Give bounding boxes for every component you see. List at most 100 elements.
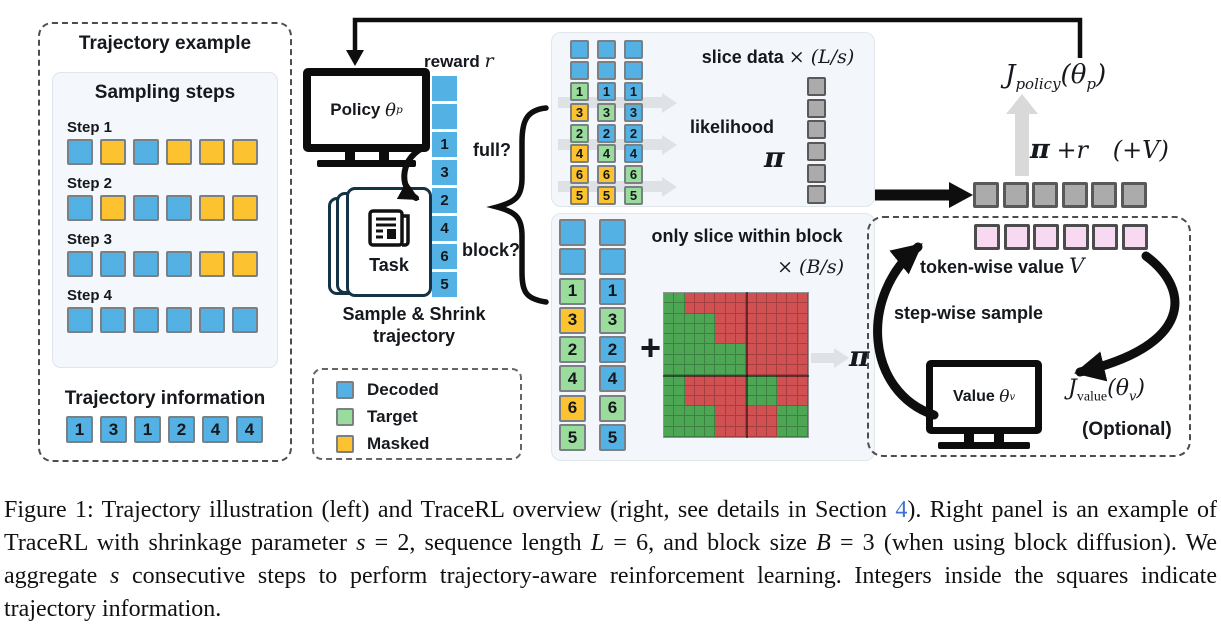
policy-objective-open: (θ xyxy=(1060,60,1087,90)
slice-cell: 5 xyxy=(597,186,616,206)
block-cell: 6 xyxy=(599,394,626,422)
mask-blocked-cell xyxy=(766,303,778,314)
block-cell: 4 xyxy=(559,365,586,393)
mask-attend-cell xyxy=(705,426,716,437)
mask-blocked-cell xyxy=(715,323,726,335)
legend-label: Masked xyxy=(367,434,430,453)
mask-attend-cell xyxy=(674,334,685,345)
mask-blocked-cell xyxy=(766,293,778,304)
mask-attend-cell xyxy=(694,406,706,417)
mask-blocked-cell xyxy=(746,344,757,355)
mask-attend-cell xyxy=(766,375,778,386)
mask-attend-cell xyxy=(684,354,695,365)
mask-attend-cell xyxy=(674,364,685,376)
mask-blocked-cell xyxy=(694,385,706,396)
mask-attend-cell xyxy=(664,416,675,427)
step-label: Step 2 xyxy=(67,175,113,192)
mask-blocked-cell xyxy=(746,426,757,437)
mask-attend-cell xyxy=(777,406,788,417)
mask-attend-cell xyxy=(766,385,778,396)
legend-label: Target xyxy=(367,407,418,426)
mask-attend-cell xyxy=(664,364,675,376)
block-cell: 1 xyxy=(559,277,586,305)
policy-objective-sub: policy xyxy=(1015,75,1061,94)
mask-attend-cell xyxy=(725,354,736,365)
mask-attend-cell xyxy=(664,395,675,407)
mask-attend-cell xyxy=(674,416,685,427)
trajectory-example-box: Trajectory example Sampling steps Step 1… xyxy=(38,22,292,462)
mask-block-line-h xyxy=(663,375,809,377)
mask-attend-cell xyxy=(694,416,706,427)
masked-cell xyxy=(100,139,126,165)
mask-blocked-cell xyxy=(694,375,706,386)
mask-blocked-cell xyxy=(694,395,706,407)
slice-cell: 1 xyxy=(624,81,643,101)
slice-cell: 3 xyxy=(624,102,643,122)
legend-item: Decoded xyxy=(336,380,520,400)
reward-cell xyxy=(432,104,457,129)
mask-attend-cell xyxy=(684,416,695,427)
mask-blocked-cell xyxy=(715,416,726,427)
caption-segment: = 6, and block size xyxy=(604,530,817,556)
mask-attend-cell xyxy=(684,313,695,324)
section-link[interactable]: 4 xyxy=(895,497,908,523)
block-cell: 1 xyxy=(599,277,626,305)
mask-blocked-cell xyxy=(777,323,788,335)
value-cell xyxy=(1003,224,1030,250)
likelihood-pi: π xyxy=(764,141,785,174)
reward-cell: 1 xyxy=(432,132,457,157)
mask-blocked-cell xyxy=(746,313,757,324)
mask-attend-cell xyxy=(664,344,675,355)
mask-blocked-cell xyxy=(756,354,767,365)
sampling-steps-list: Step 1 Step 2 Step 3 Step 4 xyxy=(67,119,258,343)
mask-blocked-cell xyxy=(735,334,747,345)
block-cell: 5 xyxy=(559,424,586,452)
mask-attend-cell xyxy=(694,364,706,376)
slice-cell xyxy=(624,40,643,59)
mask-attend-cell xyxy=(746,395,757,407)
mask-blocked-cell xyxy=(735,426,747,437)
mask-attend-cell xyxy=(664,406,675,417)
mask-blocked-cell xyxy=(787,395,798,407)
slice-cell xyxy=(597,40,616,59)
decoded-cell xyxy=(67,251,93,277)
decoded-cell xyxy=(133,251,159,277)
mask-attend-cell xyxy=(735,354,747,365)
score-pi: π xyxy=(1030,134,1050,165)
likelihood-output-cell xyxy=(807,98,826,118)
mask-blocked-cell xyxy=(787,385,798,396)
mask-blocked-cell xyxy=(756,303,767,314)
mask-blocked-cell xyxy=(725,293,736,304)
mask-blocked-cell xyxy=(777,344,788,355)
block-cell xyxy=(599,219,626,246)
mask-attend-cell xyxy=(664,313,675,324)
mask-blocked-cell xyxy=(735,395,747,407)
mask-blocked-cell xyxy=(725,323,736,335)
mask-blocked-cell xyxy=(766,344,778,355)
mask-attend-cell xyxy=(756,395,767,407)
mask-attend-cell xyxy=(797,416,808,427)
reward-cell xyxy=(432,76,457,101)
value-cell xyxy=(1062,224,1089,250)
block-cell xyxy=(559,219,586,246)
decoded-cell xyxy=(100,307,126,333)
decoded-cell xyxy=(166,307,192,333)
block-heading: only slice within block xyxy=(651,226,843,246)
slice-arrow-1 xyxy=(558,97,662,108)
trajectory-info-cell: 2 xyxy=(168,416,195,443)
mask-blocked-cell xyxy=(735,313,747,324)
reward-cell: 2 xyxy=(432,188,457,213)
decoded-cell xyxy=(67,195,93,221)
mask-blocked-cell xyxy=(725,334,736,345)
likelihood-output-cell xyxy=(807,120,826,140)
mask-blocked-cell xyxy=(735,416,747,427)
mask-attend-cell xyxy=(664,385,675,396)
score-plus-r: +r xyxy=(1056,136,1089,164)
value-label: Value xyxy=(952,388,995,405)
mask-attend-cell xyxy=(766,395,778,407)
mask-blocked-cell xyxy=(797,375,808,386)
mask-blocked-cell xyxy=(746,334,757,345)
